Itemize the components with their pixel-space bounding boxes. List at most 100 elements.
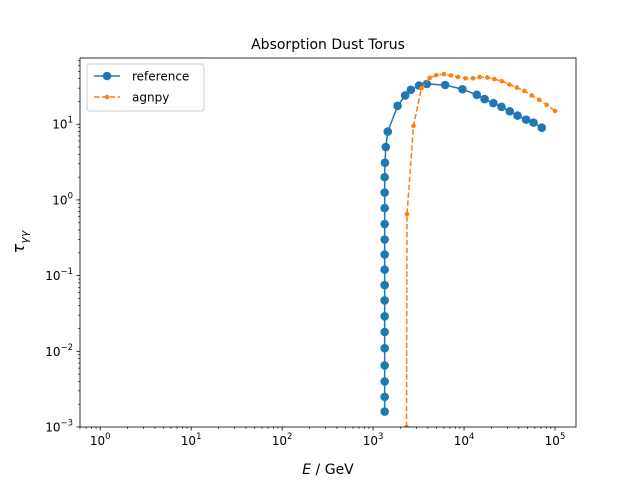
data-point-reference-0 (380, 407, 389, 416)
x-tick-exp-4: 4 (469, 432, 474, 442)
x-tick-label-0: 100 (90, 432, 111, 448)
data-point-reference-19 (393, 101, 402, 111)
x-tick-base-1: 10 (181, 434, 196, 448)
data-point-agnpy-1 (404, 211, 410, 217)
data-point-reference-30 (505, 107, 515, 116)
chart-title: Absorption Dust Torus (251, 37, 405, 53)
data-point-reference-26 (472, 90, 482, 100)
data-point-agnpy-7 (448, 73, 454, 78)
data-point-agnpy-8 (455, 74, 461, 80)
data-point-reference-7 (380, 296, 389, 305)
data-point-reference-33 (529, 118, 538, 127)
data-point-agnpy-19 (536, 97, 542, 103)
x-axis-variable: E (302, 462, 311, 478)
x-tick-base-5: 10 (545, 434, 560, 448)
y-tick-base-0: 10 (45, 421, 60, 435)
data-point-agnpy-5 (433, 72, 439, 78)
x-tick-exp-3: 3 (378, 432, 383, 442)
x-axis-label: E / GeV (302, 462, 354, 478)
data-point-reference-28 (489, 98, 498, 108)
data-point-agnpy-16 (514, 85, 520, 90)
legend-marker-agnpy (104, 94, 110, 100)
y-tick-label-3: 100 (52, 191, 73, 207)
series-reference (380, 79, 547, 416)
data-point-reference-16 (380, 158, 390, 168)
y-tick-label-2: 10−1 (45, 267, 73, 283)
legend-marker-reference (102, 71, 112, 81)
data-point-agnpy-21 (552, 108, 558, 114)
data-point-agnpy-12 (484, 75, 490, 80)
x-tick-exp-1: 1 (196, 432, 201, 442)
y-tick-base-1: 10 (45, 345, 60, 359)
x-tick-label-4: 104 (454, 432, 475, 448)
x-tick-label-1: 101 (181, 432, 202, 448)
data-point-agnpy-11 (477, 74, 482, 80)
legend-label-agnpy: agnpy (132, 91, 169, 105)
data-point-reference-10 (380, 250, 389, 259)
data-point-agnpy-3 (419, 85, 424, 91)
data-point-reference-8 (380, 280, 389, 290)
y-tick-label-4: 101 (52, 116, 73, 132)
data-point-reference-15 (380, 172, 389, 182)
data-point-reference-3 (380, 361, 389, 370)
x-tick-base-0: 10 (90, 434, 105, 448)
data-point-reference-32 (521, 115, 531, 124)
data-point-reference-13 (380, 203, 389, 213)
plot-area (79, 57, 577, 428)
data-point-reference-17 (381, 142, 391, 152)
data-point-reference-5 (380, 327, 389, 337)
y-tick-label-0: 10−3 (45, 419, 73, 435)
x-tick-base-3: 10 (363, 434, 378, 448)
data-point-reference-20 (400, 91, 410, 100)
x-tick-exp-5: 5 (560, 432, 565, 442)
data-point-agnpy-0 (404, 424, 409, 427)
data-point-agnpy-15 (507, 82, 512, 87)
data-point-agnpy-13 (492, 76, 497, 82)
legend-label-reference: reference (132, 70, 189, 84)
y-tick-base-4: 10 (52, 118, 67, 132)
x-axis-unit: GeV (325, 462, 354, 478)
y-tick-exp-3: 0 (68, 191, 73, 201)
data-point-reference-23 (422, 79, 432, 89)
data-point-agnpy-6 (441, 71, 447, 77)
y-tick-exp-4: 1 (68, 116, 73, 126)
data-point-agnpy-18 (529, 93, 535, 98)
data-point-reference-14 (380, 188, 389, 197)
y-tick-exp-1: −2 (60, 343, 73, 353)
y-tick-base-2: 10 (45, 269, 60, 283)
y-axis-label: τγγ (9, 230, 31, 253)
data-point-agnpy-20 (544, 102, 550, 108)
y-tick-exp-0: −3 (60, 419, 73, 429)
data-point-agnpy-9 (463, 75, 468, 81)
x-tick-exp-2: 2 (287, 432, 292, 442)
plot-frame (79, 57, 577, 428)
data-point-reference-25 (458, 84, 467, 94)
series-line-agnpy (405, 73, 556, 427)
y-axis-variable: τ (9, 243, 28, 253)
data-point-reference-21 (406, 85, 416, 95)
data-point-agnpy-14 (499, 78, 505, 84)
x-tick-label-2: 102 (272, 432, 293, 448)
data-point-reference-9 (380, 265, 389, 274)
data-point-reference-11 (380, 235, 389, 244)
data-point-reference-24 (440, 80, 450, 90)
data-point-reference-34 (537, 123, 547, 132)
data-point-reference-31 (513, 111, 522, 120)
x-tick-label-3: 103 (363, 432, 384, 448)
y-tick-label-1: 10−2 (45, 343, 73, 359)
data-point-reference-1 (380, 392, 389, 402)
data-point-reference-2 (380, 377, 389, 386)
y-axis-subscript: γγ (18, 230, 31, 244)
data-point-reference-27 (480, 94, 489, 104)
x-tick-base-2: 10 (272, 434, 287, 448)
x-tick-base-4: 10 (454, 434, 469, 448)
data-point-agnpy-4 (427, 75, 433, 81)
data-point-reference-6 (380, 312, 389, 321)
data-point-reference-12 (380, 219, 389, 229)
y-tick-base-3: 10 (52, 193, 67, 207)
x-tick-label-5: 105 (545, 432, 566, 448)
data-point-agnpy-2 (411, 123, 416, 129)
data-point-agnpy-10 (470, 75, 476, 81)
